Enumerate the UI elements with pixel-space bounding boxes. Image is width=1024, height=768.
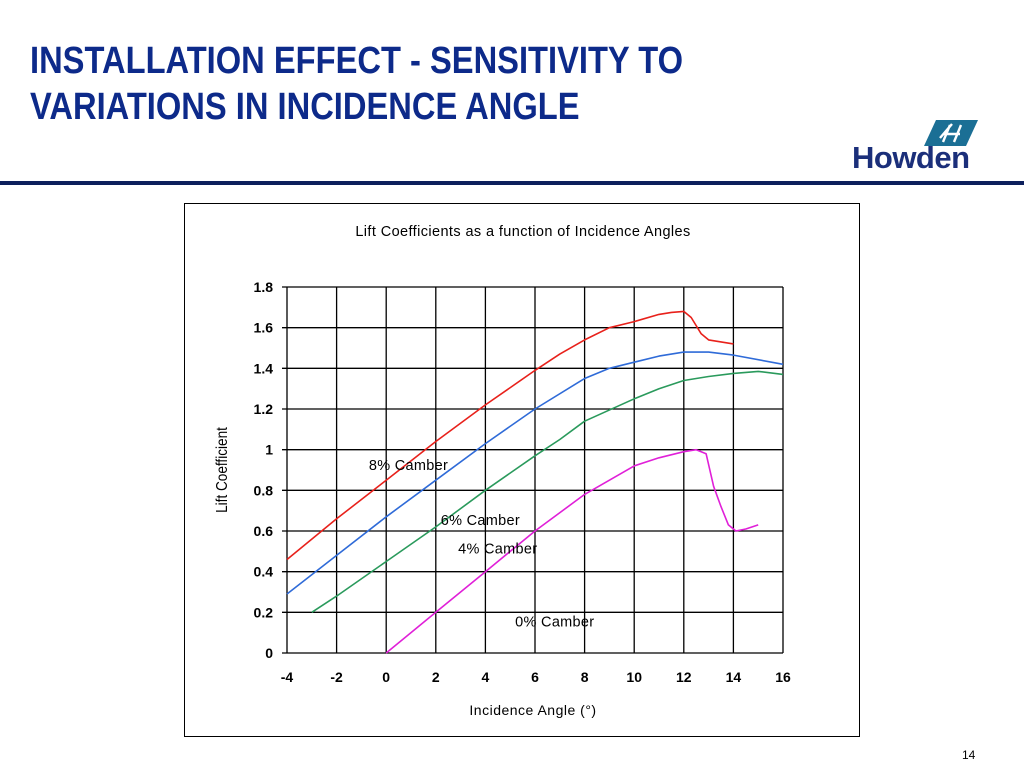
- x-tick-label: 4: [482, 669, 490, 685]
- slide-title: INSTALLATION EFFECT - SENSITIVITY TO VAR…: [30, 38, 735, 130]
- page-number: 14: [962, 748, 976, 762]
- x-tick-label: -2: [330, 669, 343, 685]
- howden-logo-icon: [924, 120, 978, 146]
- y-axis-label: Lift Coefficient: [214, 426, 231, 513]
- chart-series: [286, 310, 784, 654]
- chart-title: Lift Coefficients as a function of Incid…: [355, 224, 690, 240]
- header-rule: [0, 181, 1024, 185]
- lift-coefficient-chart: Lift Coefficients as a function of Incid…: [214, 224, 791, 718]
- slide-title-line-2: VARIATIONS IN INCIDENCE ANGLE: [30, 86, 580, 128]
- series-label: 0% Camber: [515, 615, 594, 631]
- chart-grid: [282, 286, 784, 654]
- series-labels: 8% Camber 6% Camber 4% Camber 0% Camber: [369, 458, 594, 631]
- series-label: 6% Camber: [441, 513, 520, 529]
- howden-logo: Howden: [850, 118, 980, 178]
- y-tick-label: 1.6: [254, 320, 274, 336]
- x-tick-label: -4: [281, 669, 294, 685]
- y-tick-label: 0.2: [254, 604, 274, 620]
- y-tick-label: 1.2: [254, 401, 274, 417]
- y-tick-label: 1: [265, 442, 273, 458]
- series-line-0-camber: [385, 448, 759, 654]
- y-tick-label: 1.8: [254, 279, 274, 295]
- x-axis-label: Incidence Angle (°): [469, 702, 596, 718]
- y-tick-label: 1.4: [254, 360, 274, 376]
- series-line-4-camber: [311, 370, 784, 613]
- x-tick-label: 2: [432, 669, 440, 685]
- slide-title-line-1: INSTALLATION EFFECT - SENSITIVITY TO: [30, 40, 684, 82]
- series-line-6-camber: [286, 351, 784, 595]
- y-tick-label: 0.6: [254, 523, 274, 539]
- x-tick-label: 14: [726, 669, 742, 685]
- chart-frame: Lift Coefficients as a function of Incid…: [184, 203, 860, 737]
- y-tick-labels: 0 0.2 0.4 0.6 0.8 1 1.2 1.4 1.6 1.8: [254, 279, 274, 661]
- series-label: 4% Camber: [458, 541, 537, 557]
- x-tick-label: 12: [676, 669, 692, 685]
- y-tick-label: 0.8: [254, 482, 274, 498]
- y-tick-label: 0.4: [254, 564, 274, 580]
- x-tick-label: 0: [382, 669, 390, 685]
- series-label: 8% Camber: [369, 458, 448, 474]
- x-tick-label: 10: [626, 669, 642, 685]
- series-line-8-camber: [286, 310, 734, 561]
- y-tick-label: 0: [265, 645, 273, 661]
- x-tick-label: 8: [581, 669, 589, 685]
- x-tick-label: 6: [531, 669, 539, 685]
- x-tick-label: 16: [775, 669, 791, 685]
- x-tick-labels: -4 -2 0 2 4 6 8 10 12 14 16: [281, 669, 791, 685]
- logo-text: Howden: [852, 140, 970, 175]
